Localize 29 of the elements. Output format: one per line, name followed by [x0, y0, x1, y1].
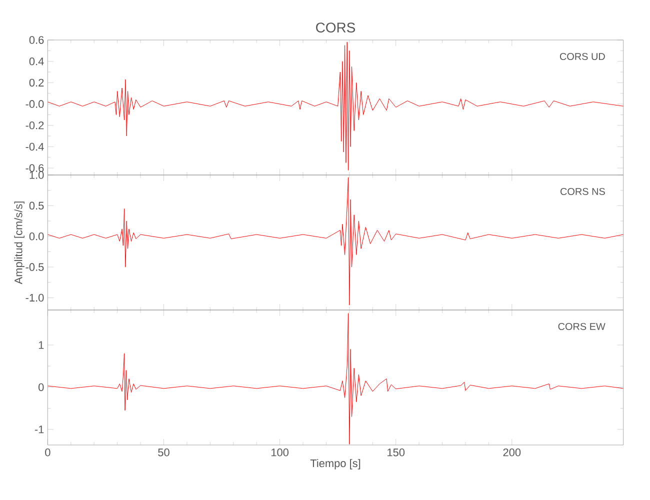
y-tick-label: -1: [34, 426, 44, 434]
y-tick-label: -0.6: [26, 164, 44, 172]
y-tick-label: -0.4: [26, 142, 44, 151]
annotation: CORS EW: [558, 322, 606, 330]
x-tick-label: 0: [45, 448, 50, 456]
line-series: [48, 42, 624, 170]
y-tick-label: 0.5: [29, 202, 44, 210]
annotation: CORS UD: [560, 52, 605, 60]
line-series: [48, 313, 624, 444]
chart-title: CORS: [316, 22, 356, 32]
x-tick-label: 100: [271, 448, 288, 456]
x-axis-title: Tiempo [s]: [310, 459, 360, 470]
y-tick-label: 1: [38, 341, 44, 349]
y-tick-label: -0.5: [26, 263, 44, 271]
y-tick-label: 0.6: [29, 36, 44, 44]
y-tick-label: 0.0: [29, 232, 44, 240]
x-tick-label: 200: [503, 448, 521, 456]
line-series: [48, 177, 624, 306]
y-tick-label: 0.4: [29, 57, 44, 66]
y-tick-label: -0.0: [26, 100, 44, 108]
y-tick-label: 1.0: [30, 171, 44, 179]
y-tick-label: 0: [38, 383, 44, 392]
y-tick-label: 0.2: [29, 78, 44, 87]
y-tick-label: -0.2: [26, 122, 44, 130]
x-tick-label: 50: [158, 448, 170, 456]
annotation: CORS NS: [560, 188, 605, 196]
y-axis-title: Amplitud [cm/s/s]: [14, 202, 24, 284]
y-tick-label: -1.0: [26, 294, 44, 302]
x-tick-label: 150: [388, 448, 405, 456]
